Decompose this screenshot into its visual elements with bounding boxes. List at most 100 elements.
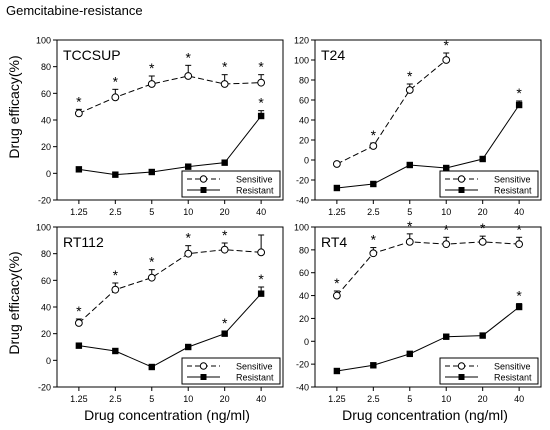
data-point-resistant [406, 350, 413, 358]
y-tick-label: -20 [296, 176, 309, 186]
series-line-sensitive [336, 59, 447, 165]
data-point-sensitive [332, 291, 341, 300]
y-tick-label: 20 [41, 142, 51, 152]
significance-asterisk: * [76, 303, 82, 319]
x-tick-label: 2.5 [367, 394, 380, 404]
series-line-resistant [78, 115, 262, 176]
y-tick-label: 100 [294, 223, 309, 233]
series-line-resistant [336, 104, 520, 189]
data-point-resistant [257, 290, 265, 297]
data-point-sensitive [111, 285, 120, 294]
data-point-resistant [75, 166, 83, 173]
data-point-sensitive [369, 249, 378, 258]
chart-panel-rt4: -40 -20 0 20 40 60 80 100 1.25 2.5 5 10 20 40 RT4 * * * * *… [294, 218, 542, 404]
series-line-sensitive [336, 241, 520, 296]
x-tick-label: 20 [478, 207, 488, 217]
data-point-sensitive [332, 160, 341, 168]
y-tick-label: 0 [304, 156, 309, 166]
panel-title: RT112 [63, 234, 104, 250]
data-point-sensitive [147, 80, 156, 88]
data-point-sensitive [74, 109, 83, 118]
x-tick-label: 40 [256, 207, 266, 217]
significance-asterisk: * [222, 227, 228, 243]
y-tick-label: 80 [41, 62, 51, 72]
x-tick-label: 10 [183, 207, 193, 217]
y-tick-label: -20 [38, 383, 51, 393]
y-tick-label: 0 [304, 337, 309, 347]
significance-asterisk: * [149, 60, 155, 76]
data-point-resistant [515, 101, 523, 109]
significance-asterisk: * [516, 85, 522, 101]
data-point-sensitive [184, 72, 193, 80]
y-tick-label: -20 [38, 196, 51, 206]
y-tick-label: 120 [294, 36, 309, 46]
significance-asterisk: * [443, 37, 449, 53]
data-point-sensitive [257, 78, 266, 87]
data-point-resistant [333, 184, 341, 192]
x-tick-label: 2.5 [109, 394, 122, 404]
legend-label-resistant: Resistant [494, 373, 532, 383]
data-point-sensitive [405, 237, 414, 246]
legend-marker-resistant [200, 374, 207, 380]
legend-marker-sensitive [199, 175, 208, 183]
significance-asterisk: * [407, 68, 413, 84]
data-point-sensitive [405, 86, 414, 94]
panel-title: RT4 [321, 234, 347, 250]
y-tick-label: 60 [41, 89, 51, 99]
x-axis-label-left: Drug concentration (ng/ml) [84, 407, 250, 423]
y-tick-label: 20 [299, 136, 309, 146]
data-point-resistant [148, 363, 155, 371]
x-tick-label: 20 [220, 394, 230, 404]
data-point-sensitive [184, 249, 193, 258]
y-tick-label: 100 [36, 36, 51, 46]
y-tick-label: 60 [299, 96, 309, 106]
data-point-resistant [479, 332, 486, 339]
x-tick-label: 5 [407, 394, 412, 404]
data-point-resistant [479, 155, 486, 163]
legend-marker-resistant [200, 187, 207, 193]
chart-panel-rt112: -20 0 20 40 60 80 100 1.25 2.5 5 10 20 40 RT112 * * * * * *… [36, 223, 284, 404]
series-line-sensitive [78, 75, 262, 114]
legend-marker-resistant [458, 374, 465, 380]
x-tick-label: 5 [149, 394, 154, 404]
legend-label-resistant: Resistant [236, 373, 274, 383]
y-tick-label: 40 [41, 303, 51, 313]
data-point-resistant [515, 303, 523, 311]
y-tick-label: 20 [299, 314, 309, 324]
significance-asterisk: * [113, 73, 119, 89]
significance-asterisk: * [185, 230, 191, 246]
data-point-sensitive [74, 319, 83, 327]
significance-asterisk: * [371, 127, 377, 143]
x-tick-label: 1.25 [70, 394, 88, 404]
y-tick-label: 80 [299, 76, 309, 86]
y-tick-label: 100 [294, 56, 309, 66]
x-tick-label: 40 [514, 394, 524, 404]
y-tick-label: 80 [41, 249, 51, 259]
significance-asterisk: * [258, 95, 264, 111]
data-point-resistant [443, 333, 450, 340]
y-tick-label: 20 [41, 329, 51, 339]
data-point-resistant [148, 168, 155, 176]
data-point-resistant [112, 347, 119, 355]
significance-asterisk: * [407, 218, 413, 234]
figure-title: Gemcitabine-resistance [6, 3, 143, 18]
data-point-resistant [370, 180, 377, 188]
significance-asterisk: * [222, 315, 228, 331]
data-point-resistant [185, 343, 192, 351]
panel-title: T24 [321, 47, 345, 63]
chart-panel-tccsup: -20 0 20 40 60 80 100 1.25 2.5 5 10 20 40 TCCSUP * * * * *… [36, 36, 284, 217]
x-tick-label: 2.5 [109, 207, 122, 217]
data-point-sensitive [147, 273, 156, 282]
y-tick-label: 80 [299, 245, 309, 255]
legend-marker-sensitive [199, 362, 208, 370]
legend-label-resistant: Resistant [236, 186, 274, 196]
significance-asterisk: * [222, 59, 228, 75]
y-tick-label: -20 [296, 360, 309, 370]
x-tick-label: 1.25 [70, 207, 88, 217]
significance-asterisk: * [258, 271, 264, 287]
significance-asterisk: * [371, 232, 377, 248]
data-point-resistant [333, 367, 341, 375]
legend-box [181, 357, 281, 385]
legend-label-sensitive: Sensitive [494, 362, 531, 372]
legend-box [439, 170, 539, 198]
